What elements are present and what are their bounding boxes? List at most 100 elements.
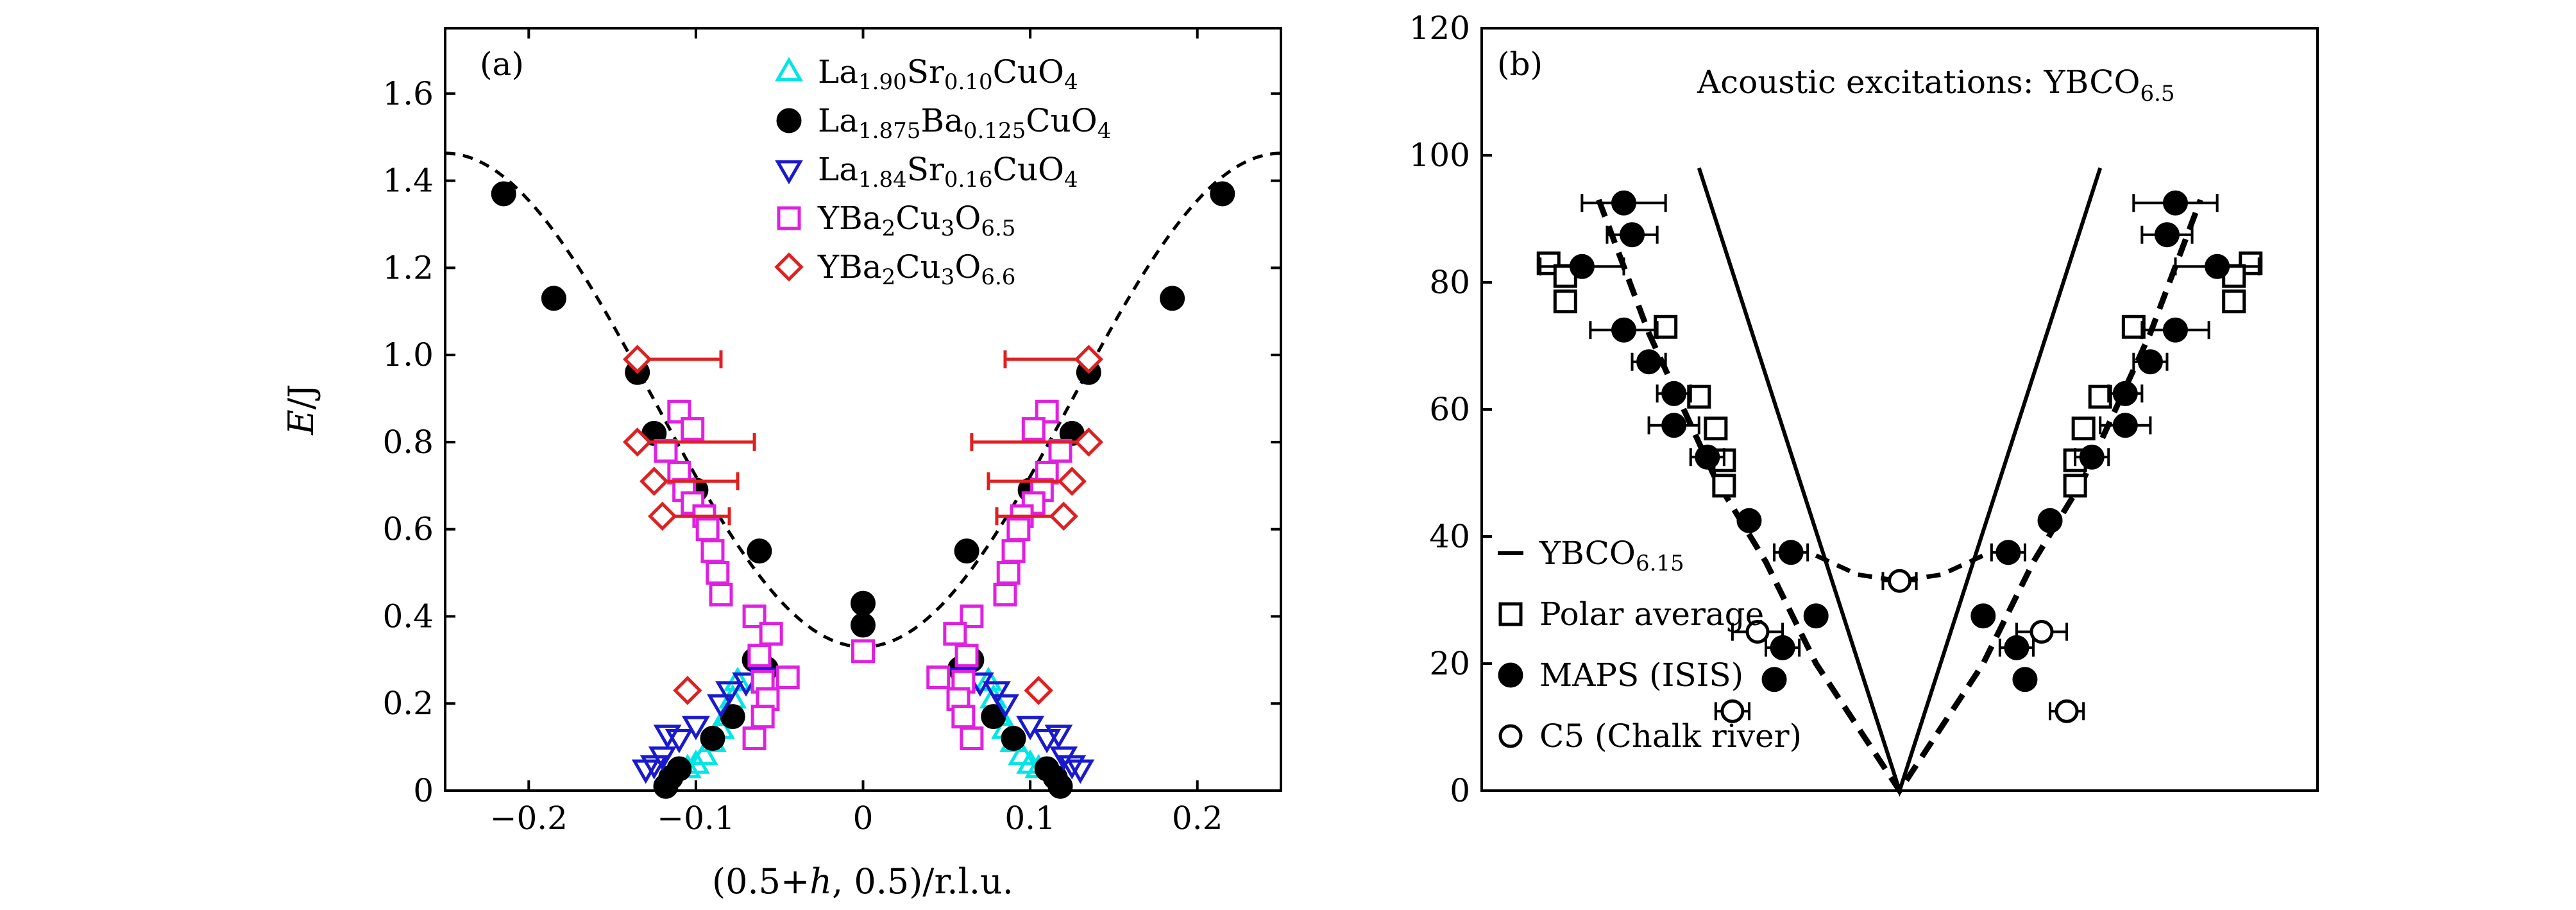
lbco-point [491, 181, 516, 207]
maps-point [2112, 413, 2138, 438]
maps-point [1661, 413, 1687, 438]
maps-point [1569, 253, 1595, 279]
b-legend-label-c5: C5 (Chalk river) [1539, 717, 1802, 755]
ybco66-point [673, 676, 702, 705]
b-legend-marker-maps [1498, 662, 1523, 688]
maps-point [2162, 317, 2188, 343]
ybco65-point [1021, 417, 1046, 442]
ybco65-point [996, 561, 1021, 585]
ybco66-point [648, 501, 677, 531]
ybco65-point [747, 644, 772, 668]
a-y-tick-label: 0 [413, 772, 434, 809]
c5-point [1745, 620, 1770, 644]
a-x-tick-label: 0.2 [1172, 800, 1223, 837]
maps-point [1636, 349, 1662, 375]
polar-point [1553, 289, 1577, 314]
lsco16-point [715, 681, 743, 706]
panel-a-data-marks [491, 181, 1235, 799]
a-y-tick-label: 1.2 [382, 249, 434, 286]
a-legend-marker-lbco [776, 108, 802, 133]
panel-b-ticks: 0 20 40 60 80 100 120 [1409, 10, 1492, 809]
a-x-tick-label: −0.1 [657, 800, 734, 837]
b-dashed-fit-line [1596, 198, 2203, 796]
ybco65-point [926, 665, 951, 689]
ybco65-point [851, 639, 875, 664]
maps-point [2079, 444, 2105, 470]
lsco16-point [653, 725, 682, 750]
maps-point [1661, 381, 1687, 406]
b-legend-label-ybco615: YBCO6.15 [1539, 535, 1684, 576]
a-legend-label-lsco16: La1.84Sr0.16CuO4 [818, 151, 1078, 193]
maps-point [1695, 444, 1720, 470]
b-y-tick-label: 40 [1429, 518, 1470, 555]
lsco10-point [1008, 741, 1037, 766]
maps-point [1803, 603, 1829, 629]
ybco65-point [695, 517, 720, 542]
ybco65-point [759, 622, 783, 646]
ybco65-point [706, 561, 730, 585]
lbco-point [541, 286, 566, 311]
ybco65-point [951, 705, 976, 729]
polar-point [2088, 384, 2112, 409]
maps-point [1611, 190, 1637, 216]
a-legend-label-ybco66: YBa2Cu3O6.6 [817, 248, 1015, 290]
ybco65-point [954, 644, 979, 668]
c5-point [1720, 699, 1745, 723]
b-legend-marker-c5 [1498, 724, 1523, 748]
maps-point [2012, 667, 2038, 692]
lsco16-point [1044, 725, 1073, 750]
panel-a-x-axis-label: (0.5+h, 0.5)/r.l.u. [712, 861, 1013, 902]
a-y-tick-label: 0.6 [382, 511, 434, 548]
panel-a-ticks: −0.2 −0.1 0 0.1 0.2 0 0.2 0.4 0.6 0.8 1.0 1.2 1.4 1.6 [382, 28, 1281, 837]
lsco16-point [1058, 755, 1087, 780]
lbco-point [1210, 181, 1235, 207]
lsco16-point [1016, 716, 1045, 741]
panel-b-data-marks [1536, 190, 2263, 723]
ybco66-point [622, 427, 652, 457]
panel-a-label: (a) [480, 46, 524, 83]
b-y-tick-label: 100 [1409, 137, 1470, 174]
ybco66-point [1074, 427, 1104, 457]
c5-point [2055, 699, 2079, 723]
lbco-point [653, 773, 679, 799]
b-legend-label-maps: MAPS (ISIS) [1539, 657, 1743, 694]
lsco16-point [707, 694, 735, 719]
lbco-point [747, 538, 772, 564]
a-y-tick-label: 0.4 [382, 597, 434, 635]
maps-point [2137, 349, 2163, 375]
panel-a: (a) −0.2 −0.1 0 0.1 0.2 0 0.2 0.4 0.6 0.8 1.0 1.2 1.… [281, 27, 1282, 902]
a-x-tick-label: −0.2 [490, 800, 568, 837]
maps-point [1970, 603, 1996, 629]
polar-point [2071, 416, 2096, 441]
a-y-tick-label: 1.6 [382, 75, 434, 112]
ybco65-point [750, 705, 775, 729]
ybco65-point [1001, 539, 1026, 563]
b-y-tick-label: 0 [1450, 772, 1470, 809]
a-legend-marker-ybco65 [777, 206, 801, 230]
maps-point [1611, 317, 1637, 343]
ybco65-point [742, 604, 767, 628]
lsco16-point [681, 716, 710, 741]
panel-b-legend: YBCO6.15 Polar average MAPS (ISIS) C5 (Chal… [1498, 535, 1802, 755]
panel-b-title: Acoustic excitations: YBCO6.5 [1697, 64, 2175, 107]
a-y-tick-label: 1.0 [382, 336, 434, 373]
a-legend-marker-ybco66 [774, 252, 804, 282]
b-y-tick-label: 20 [1429, 645, 1470, 682]
lsco16-point [991, 694, 1019, 719]
polar-point [2239, 251, 2263, 275]
a-y-tick-label: 0.2 [382, 685, 434, 722]
ybco66-point [1057, 467, 1087, 496]
polar-point [1704, 416, 1728, 441]
panel-b-label: (b) [1497, 46, 1543, 83]
ybco65-point [1035, 399, 1059, 424]
maps-point [1736, 508, 1762, 533]
ybco66-point [1024, 676, 1053, 705]
lsco16-point [983, 681, 1011, 706]
lbco-point [1160, 286, 1185, 311]
ybco65-point [681, 417, 705, 442]
a-legend-marker-lsco10 [775, 56, 803, 82]
c5-point [1888, 569, 1911, 593]
a-legend-marker-lsco16 [775, 160, 803, 185]
a-legend-label-lsco10: La1.90Sr0.10CuO4 [818, 53, 1078, 95]
a-x-tick-label: 0.1 [1004, 800, 1056, 837]
